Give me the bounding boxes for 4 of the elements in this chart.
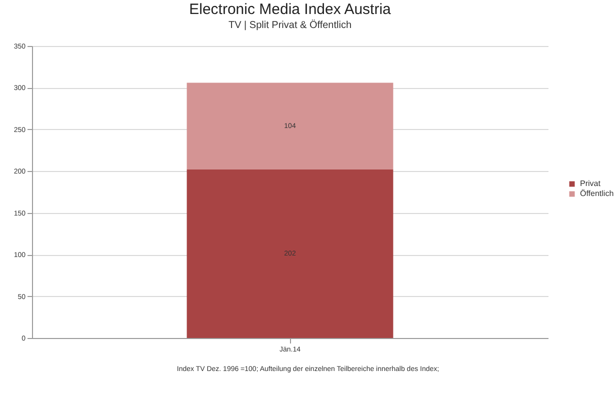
chart-subtitle: TV | Split Privat & Öffentlich (228, 19, 352, 31)
chart-title: Electronic Media Index Austria (189, 1, 392, 18)
legend-label: Öffentlich (580, 189, 614, 198)
legend-label: Privat (580, 179, 602, 188)
